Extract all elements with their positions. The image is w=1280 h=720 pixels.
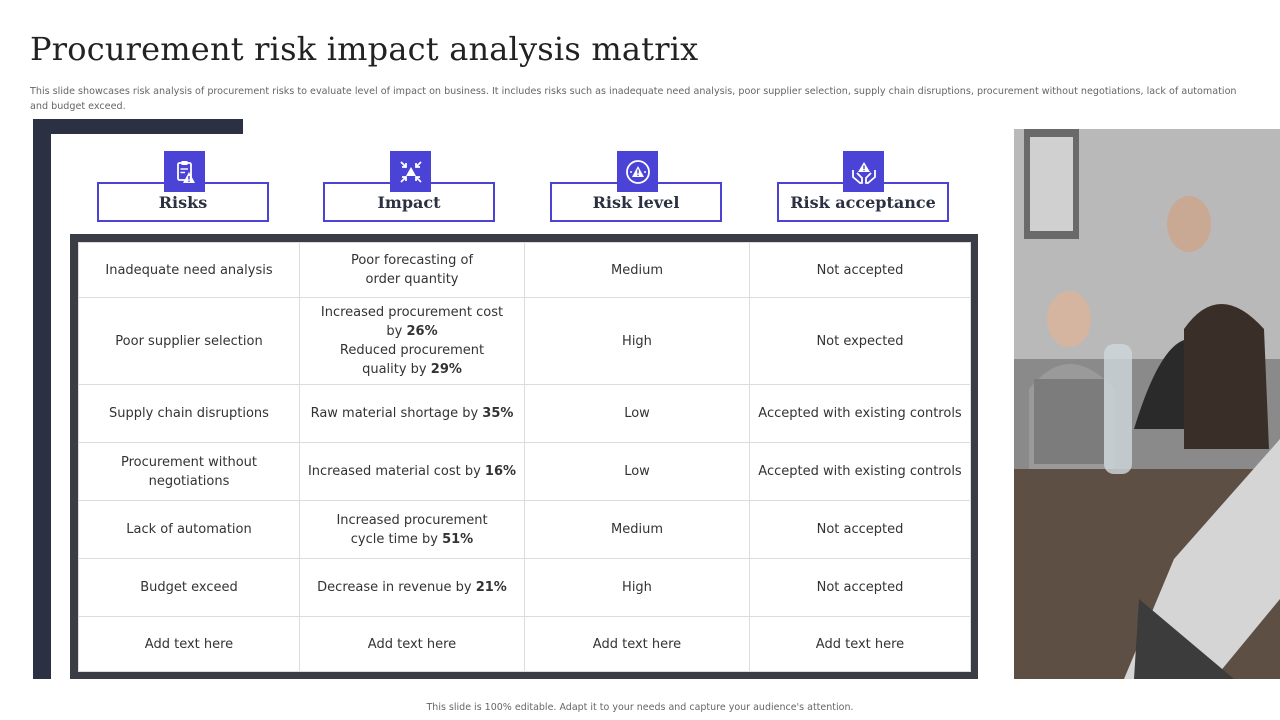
gauge-warning-icon: [617, 151, 658, 192]
risk-acceptance-cell: Accepted with existing controls: [749, 384, 971, 443]
header-impact: Impact: [323, 182, 495, 222]
page-subtitle: This slide showcases risk analysis of pr…: [30, 86, 1237, 112]
risk-acceptance-cell: Not accepted: [749, 558, 971, 617]
risk-acceptance-cell: Not accepted: [749, 500, 971, 559]
table-row: Procurement without negotiations Increas…: [78, 442, 971, 501]
footer-note: This slide is 100% editable. Adapt it to…: [426, 702, 854, 713]
header-risk-acceptance-label: Risk acceptance: [790, 192, 936, 212]
risk-acceptance-cell: Accepted with existing controls: [749, 442, 971, 501]
decorative-frame-top: [33, 119, 243, 134]
risk-matrix-table-frame: Inadequate need analysis Poor forecastin…: [70, 234, 978, 679]
page-title: Procurement risk impact analysis matrix: [30, 30, 699, 68]
risk-acceptance-cell: Not accepted: [749, 242, 971, 298]
impact-cell: Increased procurement cost by 26% Reduced…: [299, 297, 525, 385]
table-row: Budget exceed Decrease in revenue by 21%…: [78, 558, 971, 617]
risk-matrix-table: Inadequate need analysis Poor forecastin…: [78, 242, 971, 672]
table-row: Supply chain disruptions Raw material sh…: [78, 384, 971, 443]
impact-cell: Poor forecasting of order quantity: [299, 242, 525, 298]
hands-warning-icon: [843, 151, 884, 192]
table-row: Lack of automation Increased procurement…: [78, 500, 971, 559]
risk-acceptance-cell: Add text here: [749, 616, 971, 672]
impact-cell: Raw material shortage by 35%: [299, 384, 525, 443]
header-impact-label: Impact: [377, 192, 441, 212]
impact-cell: Increased material cost by 16%: [299, 442, 525, 501]
risk-cell: Poor supplier selection: [78, 297, 300, 385]
risk-cell: Lack of automation: [78, 500, 300, 559]
risk-cell: Supply chain disruptions: [78, 384, 300, 443]
table-row: Poor supplier selection Increased procur…: [78, 297, 971, 385]
risk-level-cell: Low: [524, 442, 750, 501]
risk-level-cell: Low: [524, 384, 750, 443]
table-row: Add text here Add text here Add text her…: [78, 616, 971, 672]
clipboard-warning-icon: [164, 151, 205, 192]
risk-cell: Budget exceed: [78, 558, 300, 617]
risk-level-cell: Add text here: [524, 616, 750, 672]
risk-level-cell: Medium: [524, 500, 750, 559]
office-meeting-photo: [1014, 129, 1280, 679]
impact-cell: Decrease in revenue by 21%: [299, 558, 525, 617]
risk-cell: Procurement without negotiations: [78, 442, 300, 501]
header-risk-acceptance: Risk acceptance: [777, 182, 949, 222]
risk-level-cell: Medium: [524, 242, 750, 298]
header-risk-level-label: Risk level: [592, 192, 680, 212]
risk-acceptance-cell: Not expected: [749, 297, 971, 385]
header-risks-label: Risks: [158, 192, 208, 212]
decorative-frame-left: [33, 119, 51, 679]
risk-cell: Add text here: [78, 616, 300, 672]
impact-cell: Add text here: [299, 616, 525, 672]
risk-cell: Inadequate need analysis: [78, 242, 300, 298]
table-row: Inadequate need analysis Poor forecastin…: [78, 242, 971, 298]
impact-arrows-icon: [390, 151, 431, 192]
risk-level-cell: High: [524, 297, 750, 385]
impact-cell: Increased procurement cycle time by 51%: [299, 500, 525, 559]
risk-level-cell: High: [524, 558, 750, 617]
